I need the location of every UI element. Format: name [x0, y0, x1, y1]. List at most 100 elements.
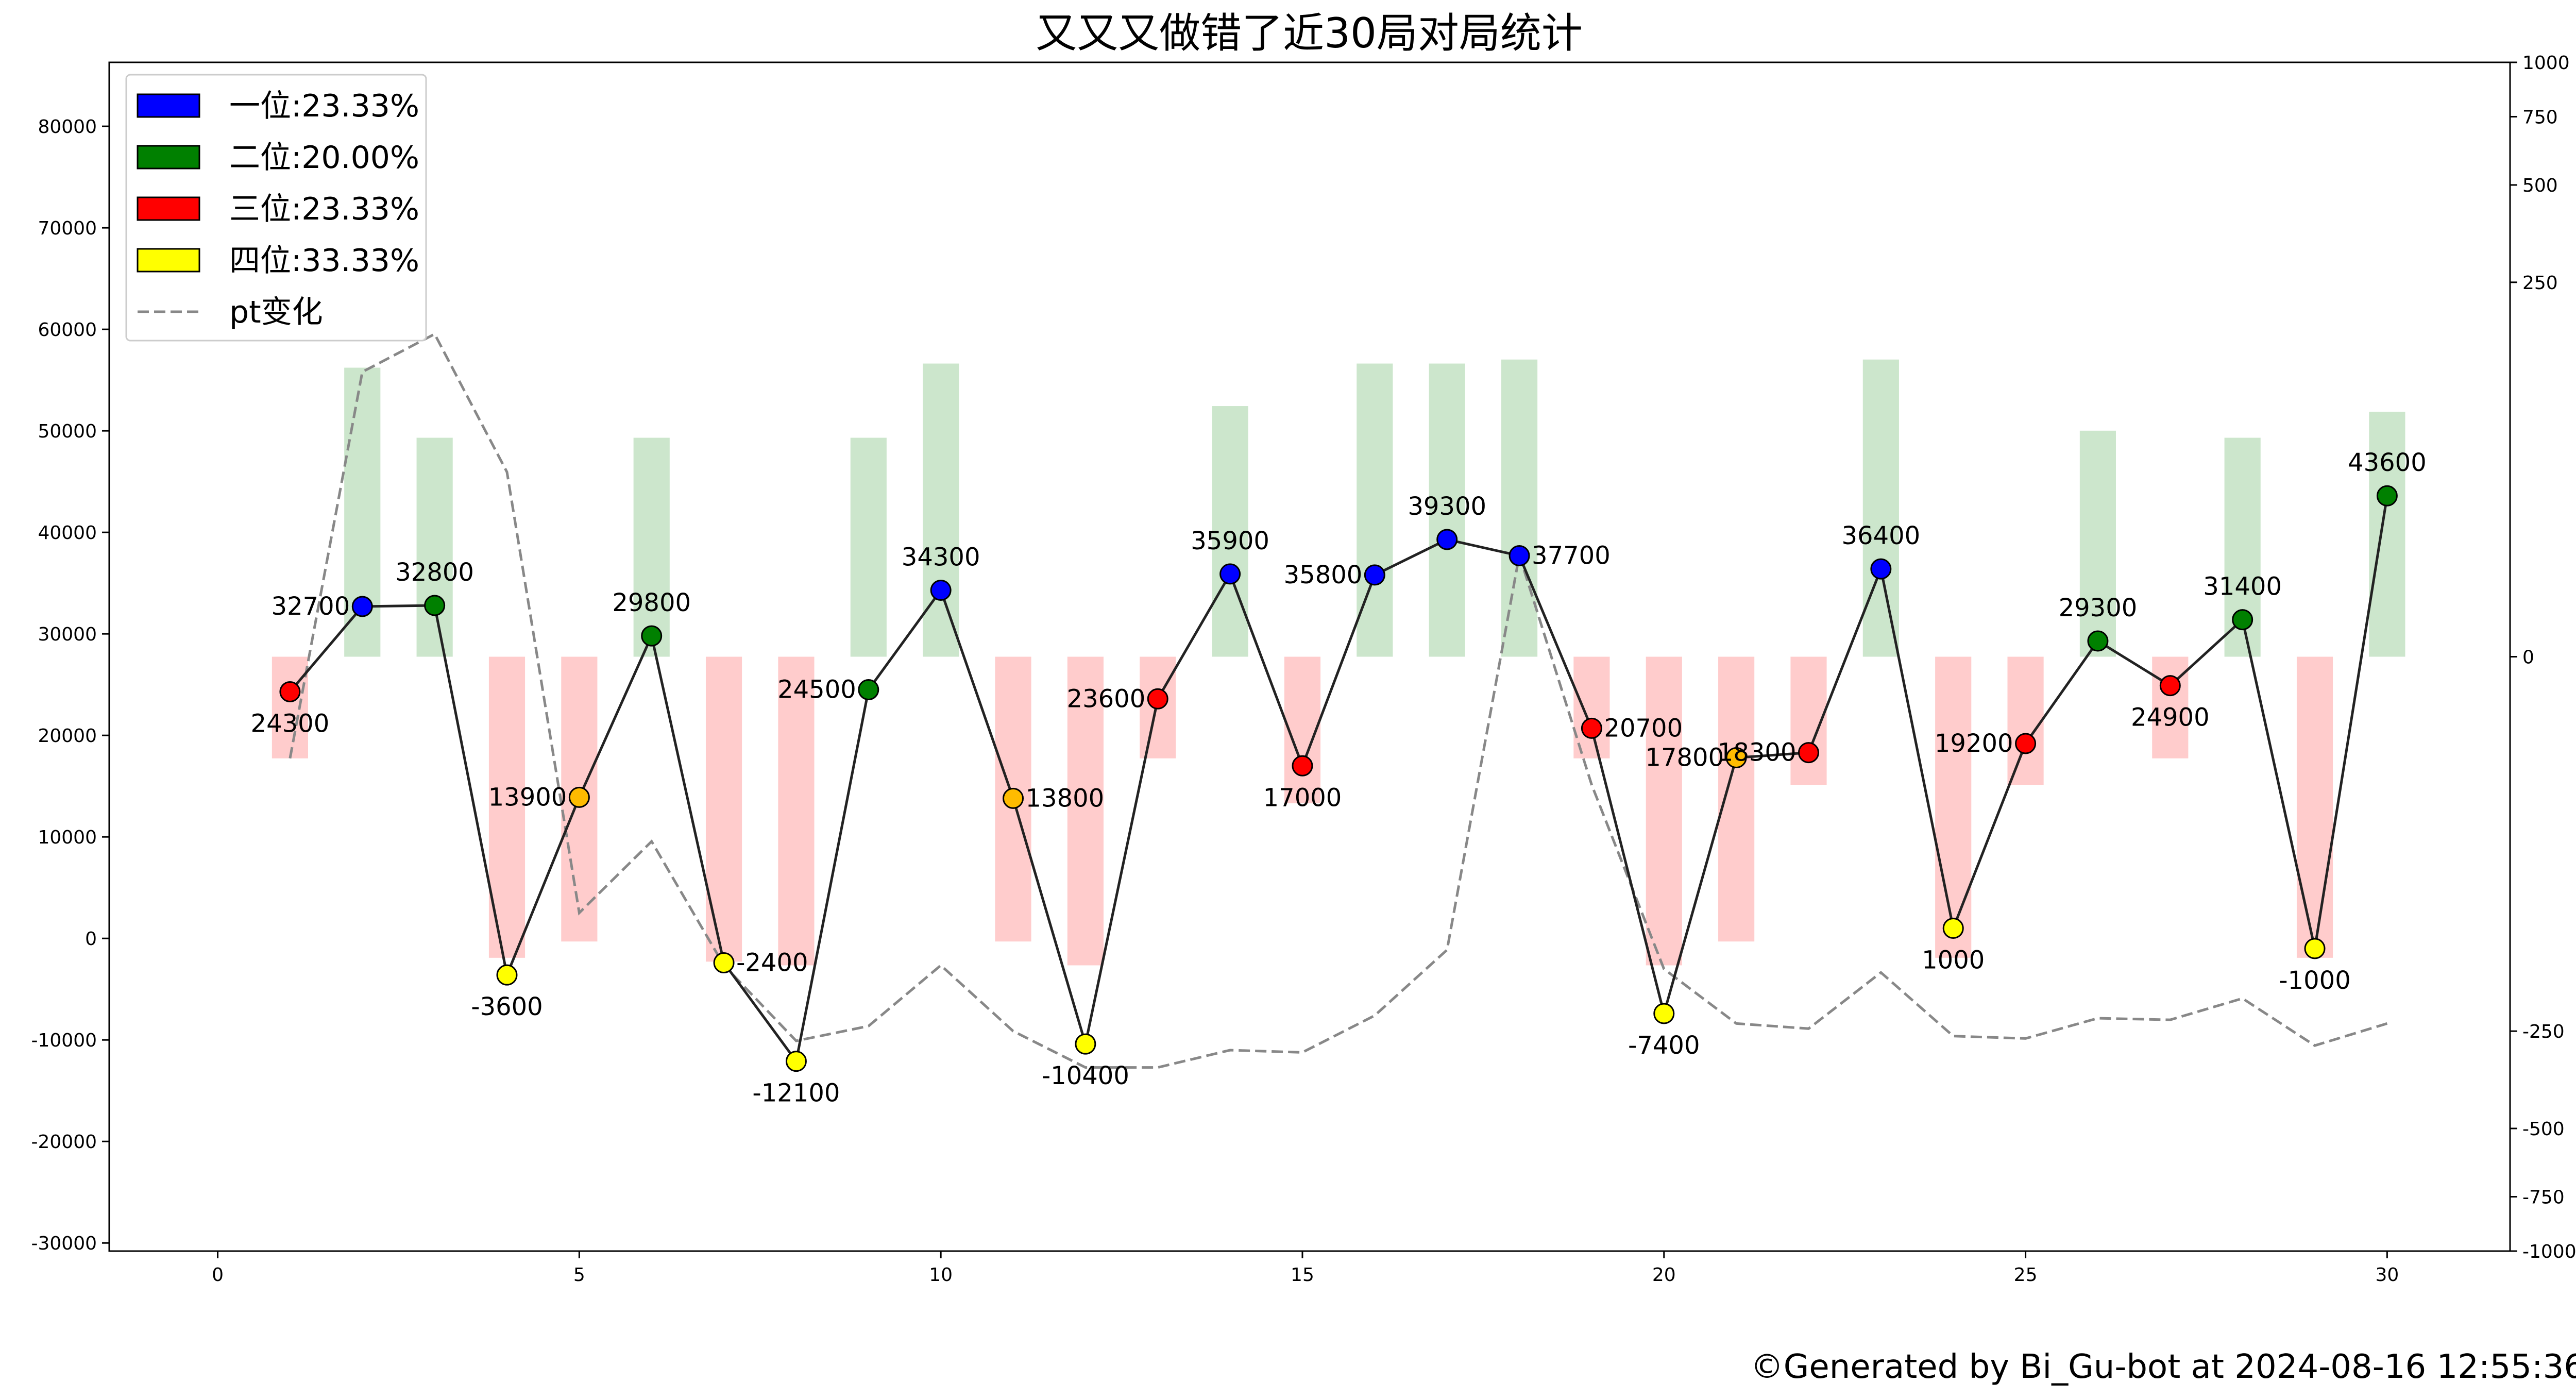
- score-marker: [2304, 938, 2326, 959]
- x-tick-label: 15: [1291, 1264, 1314, 1286]
- y-tick-label: -10000: [31, 1030, 97, 1051]
- pt-bar: [1212, 406, 1248, 657]
- legend-swatch: [137, 248, 200, 273]
- score-marker: [1653, 1003, 1675, 1024]
- score-label: 34300: [902, 543, 980, 571]
- score-line: [289, 495, 2388, 1065]
- pt-bar: [705, 656, 742, 962]
- y2-tick-label: -1000: [2522, 1241, 2576, 1262]
- pt-bar: [2007, 656, 2044, 785]
- legend-label: 四位:33.33%: [229, 243, 419, 279]
- y-tick-label: 40000: [38, 522, 97, 544]
- score-polyline: [289, 495, 2388, 1065]
- score-marker: [2376, 485, 2398, 507]
- pt-bar: [850, 437, 887, 657]
- pt-bar: [1357, 363, 1393, 657]
- score-label: -12100: [752, 1079, 840, 1108]
- legend-box: [125, 74, 427, 342]
- x-tick-label: 20: [1652, 1264, 1676, 1286]
- pt-bar: [1501, 359, 1538, 657]
- score-marker: [2087, 630, 2109, 652]
- score-marker: [2232, 609, 2253, 631]
- footer-credit: ©Generated by Bi_Gu-bot at 2024-08-16 12…: [1751, 1348, 2576, 1386]
- pt-bar: [1067, 656, 1104, 966]
- legend-label: 一位:23.33%: [229, 88, 419, 124]
- cumulative-pt-polyline: [289, 332, 2388, 1069]
- score-label: 32700: [272, 592, 350, 621]
- score-markers: [279, 485, 2398, 1072]
- score-label: 29800: [612, 588, 691, 617]
- y2-tick-label: -500: [2522, 1119, 2565, 1140]
- score-marker: [713, 952, 735, 973]
- y2-tick-label: 1000: [2522, 53, 2570, 74]
- pt-bar: [1284, 656, 1321, 803]
- y2-tick-label: -750: [2522, 1187, 2565, 1208]
- x-tick-label: 30: [2375, 1264, 2399, 1286]
- legend-label: 三位:23.33%: [229, 191, 419, 227]
- score-label: 43600: [2348, 448, 2427, 477]
- score-marker: [1798, 742, 1819, 764]
- legend-swatch: [137, 196, 200, 221]
- pt-bar: [2296, 656, 2333, 958]
- pt-bar: [2369, 412, 2405, 657]
- pt-bar: [1935, 656, 1972, 958]
- pt-bar: [1573, 656, 1610, 758]
- pt-bar: [272, 656, 308, 758]
- score-label: -1000: [2279, 966, 2350, 995]
- y-tick-label: 20000: [38, 726, 97, 747]
- score-marker: [1509, 545, 1530, 566]
- x-tick-label: 0: [212, 1264, 224, 1286]
- legend: 一位:23.33% 二位:20.00% 三位:23.33% 四位:33.33% pt变化: [125, 74, 427, 342]
- axes: 0 5 10 15 20 25 30-30000-20000-100000100002000…: [31, 53, 2576, 1286]
- score-label: -3600: [471, 992, 543, 1021]
- score-marker: [1870, 558, 1892, 580]
- score-marker: [279, 681, 301, 702]
- score-marker: [1075, 1033, 1096, 1055]
- score-label: 24300: [251, 709, 330, 738]
- y2-tick-label: 0: [2522, 647, 2534, 668]
- score-label: 31400: [2203, 572, 2282, 601]
- score-label: 1000: [1922, 946, 1985, 975]
- x-tick-label: 5: [573, 1264, 585, 1286]
- chart-title: 又又又做错了近30局对局统计: [1036, 9, 1583, 57]
- pt-bar: [923, 363, 959, 657]
- y2-tick-label: 750: [2522, 107, 2558, 128]
- score-label: 20700: [1604, 714, 1683, 743]
- score-marker: [1219, 563, 1241, 585]
- score-marker: [858, 679, 879, 701]
- pt-change-bars: [272, 359, 2405, 966]
- score-label: -10400: [1042, 1061, 1129, 1090]
- legend-swatch: [137, 145, 200, 170]
- pt-bar: [1646, 656, 1682, 966]
- score-marker: [568, 786, 590, 808]
- score-label: 24900: [2131, 703, 2210, 732]
- score-marker: [785, 1051, 807, 1072]
- score-label: -7400: [1628, 1031, 1700, 1060]
- pt-bar: [416, 437, 453, 657]
- score-label: -2400: [736, 948, 808, 977]
- pt-bar: [1429, 363, 1465, 657]
- y-tick-label: 30000: [38, 624, 97, 645]
- score-marker: [424, 595, 446, 616]
- score-label: 29300: [2059, 594, 2138, 622]
- score-label: 39300: [1408, 492, 1486, 521]
- score-marker: [351, 596, 373, 617]
- score-marker: [1942, 918, 1964, 939]
- score-marker: [1003, 787, 1024, 809]
- y-tick-label: 10000: [38, 827, 97, 848]
- score-label: 37700: [1532, 541, 1611, 570]
- legend-swatch: [137, 93, 200, 118]
- score-label: 35800: [1284, 561, 1363, 589]
- pt-bar: [778, 656, 815, 966]
- score-marker: [1364, 564, 1385, 586]
- legend-label: 二位:20.00%: [229, 140, 419, 176]
- score-label: 24500: [777, 676, 856, 704]
- y-tick-label: 60000: [38, 319, 97, 341]
- score-label: 19200: [1935, 729, 2013, 758]
- score-marker: [641, 625, 663, 647]
- score-marker: [496, 964, 518, 986]
- score-label: 18300: [1718, 738, 1797, 767]
- y2-tick-label: -250: [2522, 1021, 2565, 1042]
- pt-bar: [633, 437, 670, 657]
